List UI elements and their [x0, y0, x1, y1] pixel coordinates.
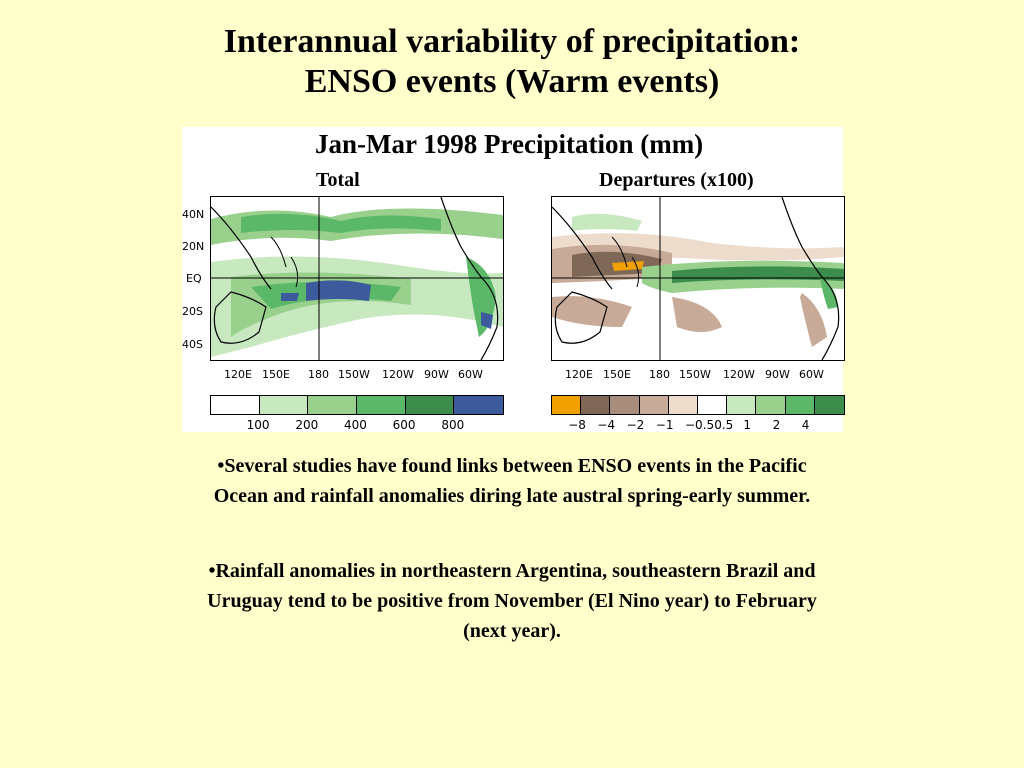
departures-colorbar-tick-label: −8: [568, 418, 586, 432]
total-colorbar-swatch: [308, 396, 357, 414]
total-colorbar-swatch: [211, 396, 260, 414]
lat-label-eq: EQ: [186, 272, 202, 285]
departures-colorbar-swatch: [727, 396, 757, 414]
lat-label-20s: 20S: [182, 305, 203, 318]
lon-label-90w: 90W: [424, 368, 449, 381]
lon-label-150w-right: 150W: [679, 368, 711, 381]
departures-map: [551, 196, 845, 361]
lon-label-120w: 120W: [382, 368, 414, 381]
departures-colorbar-swatch: [639, 396, 669, 414]
lon-label-60w-right: 60W: [799, 368, 824, 381]
departures-colorbar-tick-label: 2: [772, 418, 781, 432]
departures-colorbar-tick-label: −4: [597, 418, 616, 432]
bullet-1: •Several studies have found links betwee…: [213, 455, 811, 507]
departures-colorbar-swatch: [697, 396, 728, 414]
departures-colorbar: [551, 395, 845, 415]
departures-colorbar-swatch: [814, 396, 844, 414]
departures-colorbar-tick-label: −0.5: [685, 418, 715, 432]
lon-label-90w-right: 90W: [765, 368, 790, 381]
lat-label-40n: 40N: [182, 208, 205, 221]
departures-panel-label: Departures (x100): [599, 169, 754, 191]
departures-colorbar-swatch: [552, 396, 582, 414]
lon-label-120e: 120E: [224, 368, 252, 381]
departures-colorbar-swatch: [668, 396, 698, 414]
lon-label-60w: 60W: [458, 368, 483, 381]
lat-label-40s: 40S: [182, 338, 203, 351]
lon-label-120e-right: 120E: [565, 368, 593, 381]
lon-label-180: 180: [308, 368, 329, 381]
lat-label-20n: 20N: [182, 240, 205, 253]
lon-label-120w-right: 120W: [723, 368, 755, 381]
total-precipitation-map: [210, 196, 504, 361]
total-colorbar-tick-label: 800: [441, 418, 465, 432]
total-colorbar-tick-label: 200: [295, 418, 319, 432]
total-colorbar-swatch: [454, 396, 503, 414]
departures-colorbar-swatch: [581, 396, 611, 414]
total-panel-label: Total: [316, 169, 360, 191]
total-colorbar-swatch: [259, 396, 309, 414]
lon-label-150e: 150E: [262, 368, 290, 381]
lon-label-150e-right: 150E: [603, 368, 631, 381]
title-line-2: ENSO events (Warm events): [304, 63, 720, 100]
lon-label-180-right: 180: [649, 368, 670, 381]
slide-title: Interannual variability of precipitation…: [0, 22, 1024, 102]
departures-colorbar-swatch: [756, 396, 786, 414]
departures-colorbar-tick-label: 1: [743, 418, 752, 432]
departures-colorbar-tick-label: 0.5: [714, 418, 734, 432]
total-colorbar-tick-label: 400: [344, 418, 367, 432]
figure-title: Jan-Mar 1998 Precipitation (mm): [315, 129, 704, 159]
total-colorbar-tick-label: 100: [246, 418, 270, 432]
title-line-1: Interannual variability of precipitation…: [223, 23, 801, 60]
precipitation-figure: Jan-Mar 1998 Precipitation (mm) Total De…: [182, 127, 845, 432]
departures-colorbar-swatch: [785, 396, 815, 414]
departures-colorbar-tick-label: −2: [626, 418, 645, 432]
total-colorbar: [210, 395, 504, 415]
total-colorbar-swatch: [405, 396, 455, 414]
total-colorbar-swatch: [356, 396, 406, 414]
departures-colorbar-swatch: [610, 396, 640, 414]
departures-colorbar-tick-label: −1: [655, 418, 674, 432]
total-colorbar-tick-label: 600: [392, 418, 416, 432]
bullet-2: •Rainfall anomalies in northeastern Arge…: [207, 560, 817, 642]
lon-label-150w: 150W: [338, 368, 370, 381]
departures-colorbar-tick-label: 4: [801, 418, 810, 432]
